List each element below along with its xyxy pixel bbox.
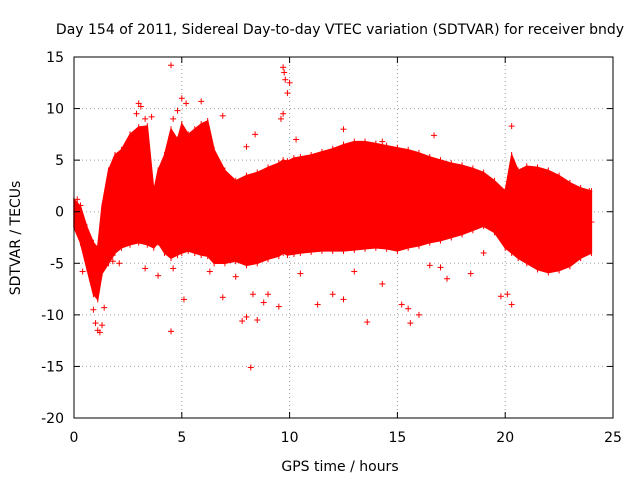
data-point xyxy=(243,143,250,150)
data-point xyxy=(437,264,444,271)
y-axis-label: SDTVAR / TECUs xyxy=(8,181,24,296)
data-point xyxy=(239,318,246,325)
plot-area xyxy=(73,62,595,371)
data-point xyxy=(284,90,291,97)
data-point xyxy=(398,301,405,308)
data-point xyxy=(92,320,99,327)
data-point xyxy=(480,249,487,256)
data-point xyxy=(206,268,213,275)
data-point xyxy=(116,260,123,267)
data-point xyxy=(137,103,144,110)
data-point xyxy=(133,110,140,117)
data-point xyxy=(180,296,187,303)
data-point xyxy=(431,132,438,139)
data-point xyxy=(232,273,239,280)
data-point xyxy=(79,268,86,275)
data-point xyxy=(293,136,300,143)
data-point xyxy=(282,76,289,83)
data-point xyxy=(247,364,254,371)
data-point xyxy=(467,270,474,277)
plot-frame xyxy=(73,56,614,419)
x-axis-label: GPS time / hours xyxy=(281,459,398,475)
data-point xyxy=(219,294,226,301)
data-point xyxy=(275,303,282,310)
data-point xyxy=(249,291,256,298)
y-tick-label: -10 xyxy=(41,308,64,324)
data-point xyxy=(101,304,108,311)
x-tick-label: 10 xyxy=(281,430,299,446)
data-point xyxy=(254,317,261,324)
y-tick-label: 15 xyxy=(46,50,64,66)
data-point xyxy=(178,95,185,102)
y-tick-label: -20 xyxy=(41,411,64,427)
data-point xyxy=(314,301,321,308)
x-tick-label: 0 xyxy=(70,430,79,446)
data-point xyxy=(260,299,267,306)
data-point xyxy=(174,107,181,114)
data-point xyxy=(329,291,336,298)
data-point xyxy=(243,313,250,320)
data-point xyxy=(77,202,84,209)
data-point xyxy=(340,296,347,303)
data-point xyxy=(142,265,149,272)
data-point xyxy=(168,62,175,69)
data-point xyxy=(74,196,81,203)
data-point xyxy=(183,100,190,107)
data-point xyxy=(407,320,414,327)
data-point xyxy=(277,115,284,122)
data-point xyxy=(135,100,142,107)
data-point xyxy=(116,151,123,158)
data-point xyxy=(280,110,287,117)
data-point xyxy=(497,293,504,300)
data-point xyxy=(297,270,304,277)
data-point xyxy=(252,131,259,138)
data-point xyxy=(170,265,177,272)
x-tick-label: 20 xyxy=(496,430,514,446)
data-point xyxy=(340,126,347,133)
data-point xyxy=(415,311,422,318)
data-point xyxy=(379,280,386,287)
data-point xyxy=(90,306,97,313)
data-point xyxy=(405,305,412,312)
x-tick-label: 15 xyxy=(388,430,406,446)
data-point xyxy=(219,112,226,119)
data-point xyxy=(170,115,177,122)
data-point xyxy=(588,219,595,226)
y-tick-label: 10 xyxy=(46,102,64,118)
data-point xyxy=(142,115,149,122)
data-point xyxy=(96,329,103,336)
data-point xyxy=(351,268,358,275)
data-point xyxy=(148,113,155,120)
data-point xyxy=(379,138,386,145)
data-point xyxy=(364,319,371,326)
data-point xyxy=(280,64,287,71)
data-point xyxy=(99,322,106,329)
data-point xyxy=(286,79,293,86)
chart-title: Day 154 of 2011, Sidereal Day-to-day VTE… xyxy=(56,22,624,38)
y-tick-label: 5 xyxy=(55,153,64,169)
data-point xyxy=(198,98,205,105)
data-point xyxy=(508,123,515,130)
data-point xyxy=(155,272,162,279)
data-point xyxy=(265,291,272,298)
y-tick-label: -15 xyxy=(41,359,64,375)
x-tick-label: 5 xyxy=(177,430,186,446)
data-point xyxy=(504,291,511,298)
y-tick-label: 0 xyxy=(55,205,64,221)
axis-ticks: 0 5 10 15 20 25 -20 -15 -10 -5 0 5 10 15 xyxy=(41,50,622,446)
x-tick-label: 25 xyxy=(604,430,622,446)
y-tick-label: -5 xyxy=(50,256,64,272)
data-point xyxy=(426,262,433,269)
data-point xyxy=(586,188,593,195)
data-point xyxy=(168,328,175,335)
data-point xyxy=(443,275,450,282)
data-point xyxy=(508,301,515,308)
data-point xyxy=(109,258,116,265)
data-point xyxy=(281,69,288,76)
